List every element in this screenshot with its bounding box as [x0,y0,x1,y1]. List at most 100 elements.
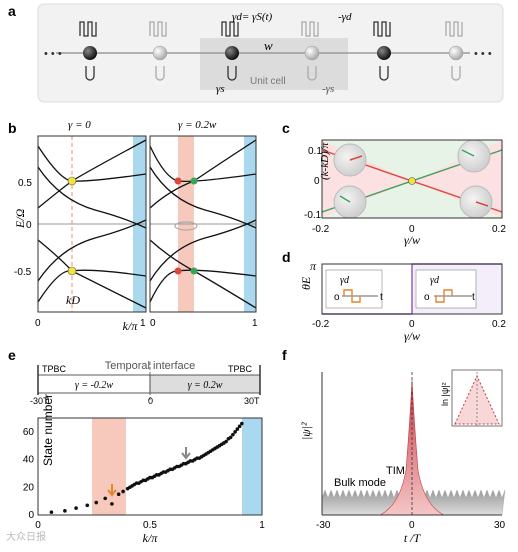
e-data-point [228,435,233,440]
e-data-point [85,503,90,508]
e-data-point [121,489,125,494]
e-data-point [235,427,240,431]
c-dirac-point [408,177,416,185]
e-data-point [49,510,54,515]
band-line [37,145,147,182]
e-t-right: 30T [244,396,260,406]
band-line [149,139,257,209]
f-xtick-2: 0 [409,520,415,531]
c-ytick-3: -0.1 [304,210,322,221]
wave-icon-6 [445,21,463,37]
loop-icon-1 [85,66,95,81]
e-ytick-label: 60 [23,427,35,438]
d-o1: o [334,292,340,303]
wave-icon-2 [149,21,167,37]
panel-label-e: e [8,347,16,363]
panel-d-plot [321,263,503,315]
e-xtick-label: 0 [35,520,41,531]
band-line [37,166,147,229]
e-xtick-label: 0.5 [143,520,157,531]
site-dark-2 [225,46,239,60]
d-gd2: γd [430,275,440,286]
b-ytick-bot: -0.5 [14,267,32,278]
e-interface-label: Temporal interface [105,360,196,372]
e-data-point [103,496,107,501]
d-o2: o [424,292,430,303]
c-xlabel: γ/w [404,233,420,247]
e-tpbc-left: TPBC [42,364,67,374]
e-xtick-label: 1 [259,520,265,531]
d-xlabel: γ/w [404,329,420,343]
e-blue-band [242,418,262,515]
b-title-right: γ = 0.2w [178,119,217,131]
e-data-point [94,500,99,505]
dirac-point-lower [67,266,77,276]
d-ylabel: θE [299,276,313,290]
c-xtick-3: 0.2 [492,224,506,235]
e-data-point [110,502,114,506]
e-frame [37,417,263,516]
b-ylabel: E/Ω [13,208,27,229]
f-inset-ylabel: ln |ψ|² [440,382,450,406]
c-arrow [349,155,363,161]
e-ytick-label: 20 [23,482,35,493]
panel-c-plot [321,139,503,219]
exceptional-point-green-lower [190,267,198,275]
band-line [149,145,257,182]
e-arrow-gray-icon [181,447,191,460]
d-gd1: γd [340,275,350,286]
loop-icon-6 [451,66,461,81]
b-xlabel: k/π [123,319,139,333]
site-light-2 [304,45,320,61]
band-line [149,219,257,282]
d-xtick-1: -0.2 [312,319,330,330]
d-inset-left [325,269,383,309]
site-dark-1 [83,46,97,60]
e-data-point [116,492,121,497]
e-data-point [240,421,244,426]
c-green-region-bottom [322,181,502,218]
c-ytick-2: 0 [314,176,320,187]
e-ytick-label: 40 [23,455,35,466]
band-plot-left [37,135,147,313]
d-wave-right [435,289,453,303]
c-ylabel: (k-kD)/π [319,142,331,180]
band-line [37,269,147,303]
panel-label-b: b [8,120,17,136]
loop-icon-4 [307,66,317,81]
e-xlabel: k/π [143,531,159,545]
e-pink-band [92,418,126,515]
e-ylabel: State number [41,394,55,466]
e-right-region-label: γ = 0.2w [188,380,223,391]
b-right-loop [174,221,198,231]
f-xtick-3: 30 [494,520,506,531]
c-green-region-top [322,140,502,181]
e-data-point [237,424,242,429]
e-data-point [233,430,237,434]
dirac-point-upper [67,176,77,186]
loop-icon-3 [227,66,237,81]
c-arrow [461,149,475,157]
e-t-left: -30T [30,396,49,406]
b-left-frame [37,135,147,313]
panel-label-d: d [282,249,291,265]
minus-gamma-s: -γs [322,83,334,95]
wave-icon-1 [79,21,97,37]
e-t-mid: 0 [148,396,153,406]
d-xtick-3: 0.2 [492,319,506,330]
f-xlabel: t /T [404,531,422,545]
f-tim-label: TIM [386,465,405,477]
c-xtick-1: -0.2 [312,224,330,235]
loop-icon-5 [379,66,389,81]
c-arrow [339,195,351,203]
panel-label-c: c [282,120,290,136]
b-xtick-0: 0 [35,318,41,329]
f-ylabel: |ψ|² [299,422,313,440]
e-time-bar [37,362,261,400]
dots-right: • • • [474,48,492,60]
coupling-w: w [264,38,273,53]
b-title-left: γ = 0 [68,119,91,131]
exceptional-point-green-upper [190,177,198,185]
b-ytick-mid: 0 [26,220,32,231]
site-light-3 [448,45,464,61]
